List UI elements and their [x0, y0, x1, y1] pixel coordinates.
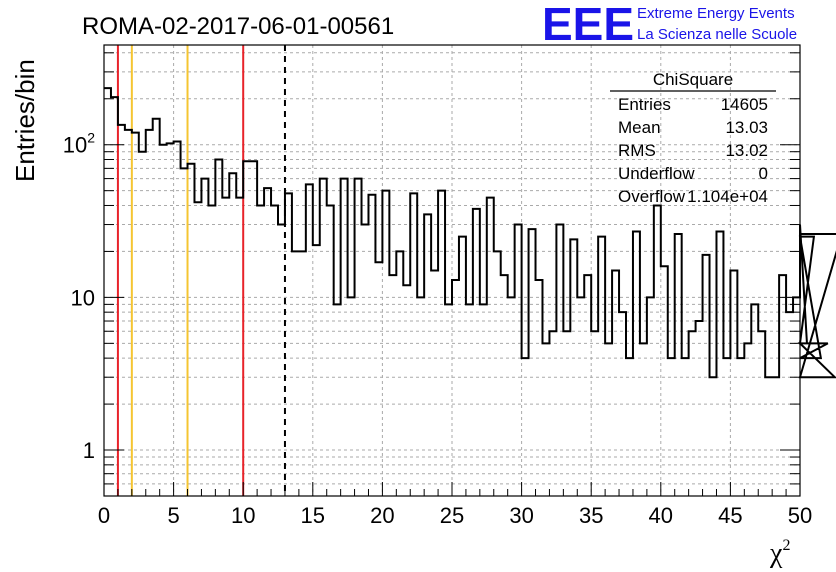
- eee-logo-line1: Extreme Energy Events: [637, 5, 795, 22]
- x-tick-label: 40: [649, 503, 673, 528]
- eee-logo-mark: EEE: [542, 0, 634, 50]
- axis-ticks: [103, 52, 801, 497]
- x-axis-title-base: χ: [769, 538, 783, 569]
- x-tick-label: 30: [509, 503, 533, 528]
- stats-row-label: RMS: [618, 141, 656, 160]
- x-tick-label: 20: [370, 503, 394, 528]
- stats-row-label: Underflow: [618, 164, 695, 183]
- x-tick-labels: 0 5 10 15 20 25 30 35 40 45 50: [98, 503, 812, 528]
- x-tick-label: 15: [301, 503, 325, 528]
- stats-row-value: 13.03: [725, 118, 768, 137]
- y-tick-label-base: 1: [83, 438, 95, 463]
- x-axis-title: χ2: [769, 537, 790, 569]
- x-tick-label: 25: [440, 503, 464, 528]
- x-tick-label: 5: [167, 503, 179, 528]
- eee-logo: EEE Extreme Energy Events La Scienza nel…: [542, 0, 797, 50]
- y-tick-label-base: 10: [63, 133, 87, 158]
- eee-logo-line2: La Scienza nelle Scuole: [637, 26, 797, 43]
- stats-row-value: 14605: [721, 95, 768, 114]
- y-tick-label: 10: [71, 285, 95, 310]
- stats-row-value: 1.104e+04: [687, 187, 768, 206]
- chart-title: ROMA-02-2017-06-01-00561: [82, 13, 394, 40]
- y-tick-label-base: 10: [71, 285, 95, 310]
- stats-row-label: Overflow: [618, 187, 686, 206]
- x-tick-label: 50: [788, 503, 812, 528]
- x-tick-label: 0: [98, 503, 110, 528]
- y-tick-label: 1: [83, 438, 95, 463]
- y-tick-label: 102: [63, 130, 95, 158]
- stats-box-rows: Entries 14605 Mean 13.03 RMS 13.02 Underflow 0 O…: [618, 95, 768, 206]
- x-tick-label: 35: [579, 503, 603, 528]
- y-tick-label-exponent: 2: [87, 130, 95, 146]
- grid-lines: [104, 45, 800, 497]
- stats-row-label: Entries: [618, 95, 671, 114]
- stats-box-title: ChiSquare: [653, 70, 733, 89]
- histogram-outline: [104, 87, 836, 379]
- stats-row-label: Mean: [618, 118, 661, 137]
- stats-row-value: 13.02: [725, 141, 768, 160]
- x-tick-label: 10: [231, 503, 255, 528]
- y-axis-title: Entries/bin: [10, 59, 40, 182]
- stats-row-value: 0: [759, 164, 768, 183]
- x-tick-label: 45: [718, 503, 742, 528]
- x-axis-title-superscript: 2: [782, 537, 790, 554]
- stats-box: ChiSquare Entries 14605 Mean 13.03 RMS 13.02 U…: [610, 70, 776, 206]
